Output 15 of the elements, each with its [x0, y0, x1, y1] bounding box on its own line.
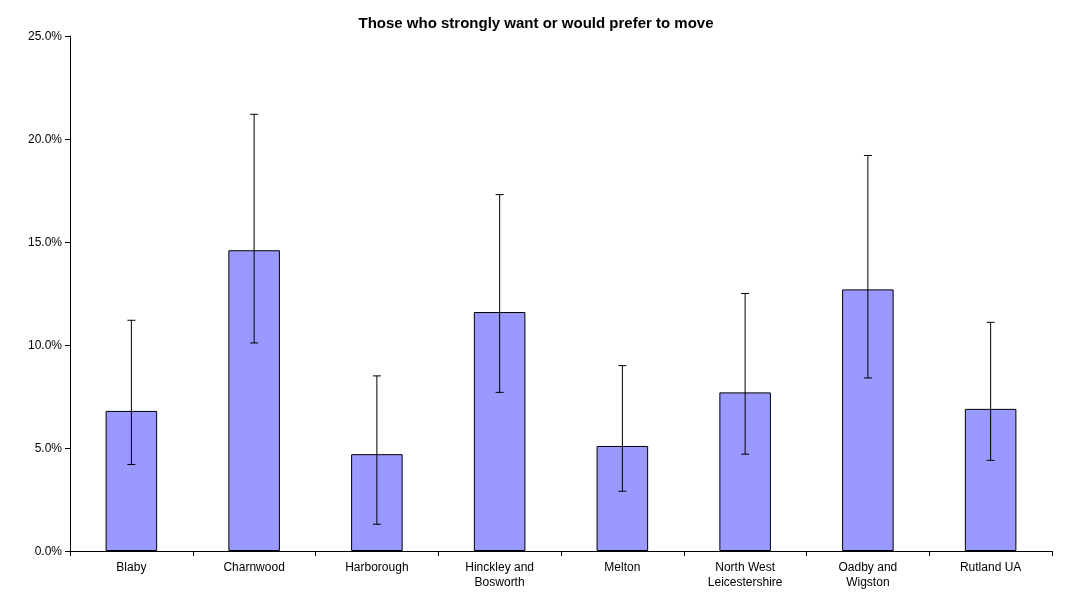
y-tick-label: 5.0% [34, 441, 63, 455]
chart-title: Those who strongly want or would prefer to move [358, 14, 714, 31]
x-tick-label: Harborough [345, 559, 409, 574]
y-tick-label: 10.0% [27, 338, 63, 352]
y-tick-label: 15.0% [27, 235, 63, 249]
x-tick-label: Rutland UA [959, 559, 1022, 574]
y-tick-label: 0.0% [34, 544, 63, 558]
x-tick-label: North West Leicestershire [707, 559, 783, 589]
x-tick-label: Charnwood [223, 559, 285, 574]
x-tick-label: Hinckley and Bosworth [465, 559, 534, 589]
y-tick-label: 20.0% [27, 132, 63, 146]
y-tick-label: 25.0% [27, 29, 63, 43]
x-tick-label: Oadby and Wigston [838, 559, 898, 589]
x-tick-label: Blaby [116, 559, 147, 574]
x-tick-label: Melton [604, 559, 641, 574]
